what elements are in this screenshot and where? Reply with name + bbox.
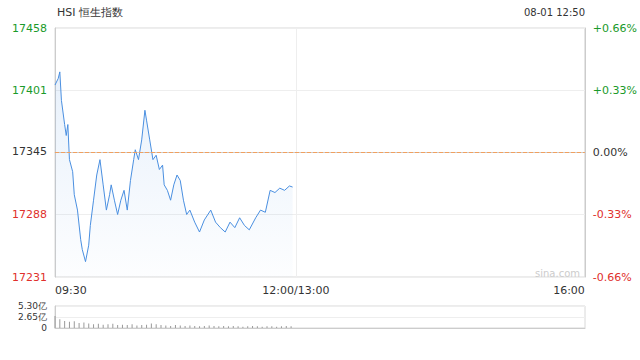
svg-text:0.00%: 0.00%	[593, 146, 628, 159]
svg-text:12:00/13:00: 12:00/13:00	[262, 284, 329, 297]
svg-text:HSI 恒生指数: HSI 恒生指数	[57, 6, 123, 19]
svg-text:17288: 17288	[12, 208, 47, 221]
svg-text:17458: 17458	[12, 22, 47, 35]
svg-text:-0.66%: -0.66%	[593, 271, 632, 284]
svg-text:+0.33%: +0.33%	[593, 84, 637, 97]
svg-text:17345: 17345	[12, 145, 47, 158]
svg-text:sina.com: sina.com	[535, 268, 580, 279]
svg-text:16:00: 16:00	[553, 284, 585, 297]
svg-text:5.30亿: 5.30亿	[18, 301, 47, 311]
svg-text:09:30: 09:30	[55, 284, 87, 297]
svg-text:17231: 17231	[12, 271, 47, 284]
svg-text:-0.33%: -0.33%	[593, 208, 632, 221]
svg-text:2.65亿: 2.65亿	[18, 312, 47, 322]
svg-text:+0.66%: +0.66%	[593, 22, 637, 35]
svg-text:0: 0	[41, 323, 47, 333]
svg-text:17401: 17401	[12, 84, 47, 97]
svg-text:08-01 12:50: 08-01 12:50	[524, 7, 585, 18]
